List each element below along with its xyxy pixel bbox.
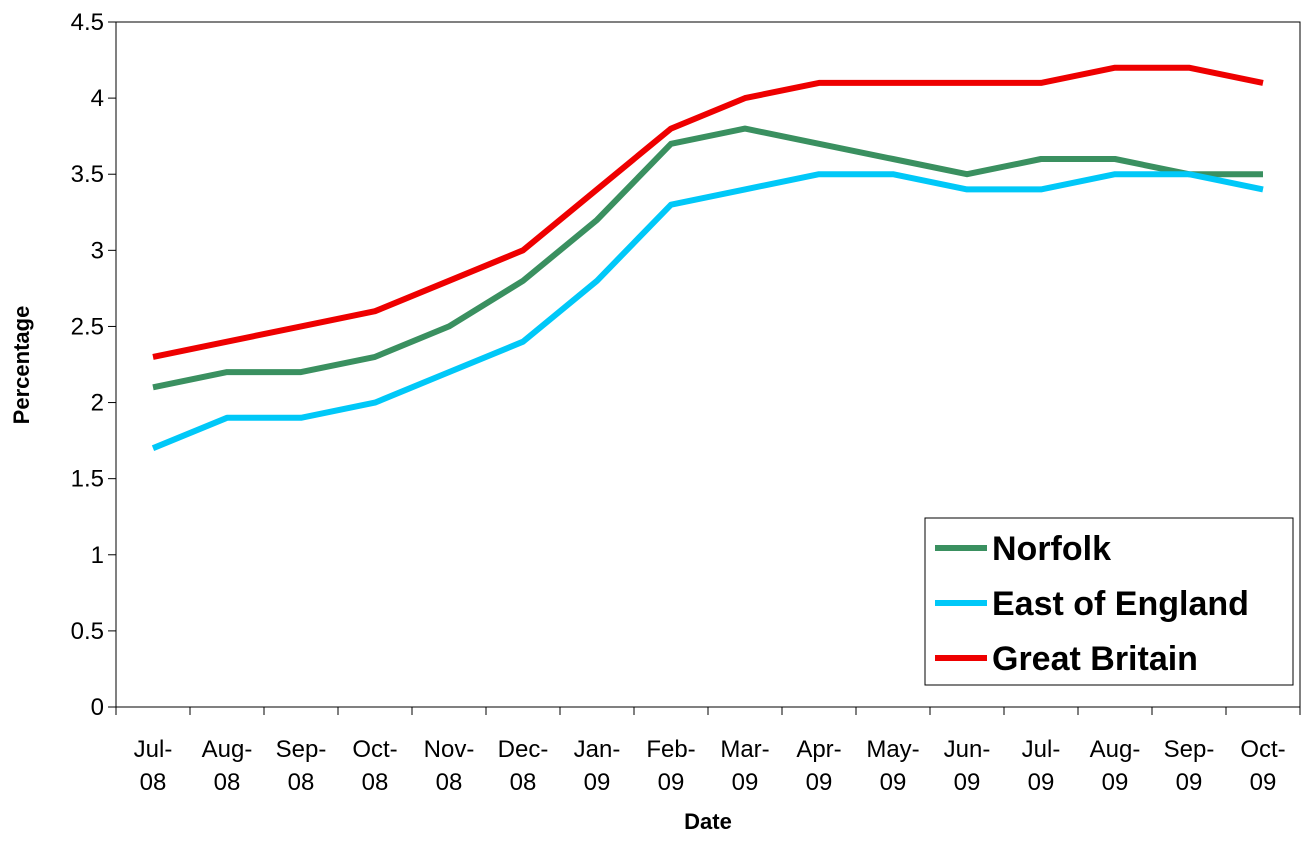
- x-tick-label-line: Oct-: [1240, 736, 1285, 763]
- x-tick-label-line: 08: [436, 769, 463, 796]
- y-tick-label: 4: [91, 85, 104, 112]
- x-tick-label-line: 08: [214, 769, 241, 796]
- x-tick-label-line: Apr-: [796, 736, 841, 763]
- x-tick-label: Sep- 08: [276, 736, 327, 796]
- x-tick-label-line: Sep-: [276, 736, 327, 763]
- y-tick-label: 2: [91, 390, 104, 417]
- x-tick-label-line: 08: [140, 769, 167, 796]
- x-tick-label-line: 08: [288, 769, 315, 796]
- x-tick-label-line: 08: [362, 769, 389, 796]
- x-tick-label: Jul- 08: [134, 736, 173, 796]
- y-tick-label: 2.5: [71, 313, 104, 340]
- series-line-great-britain: [152, 64, 1264, 360]
- series-line-east-of-england: [151, 171, 1264, 451]
- x-tick-label: Jun- 09: [944, 736, 991, 796]
- x-tick-label: Oct- 08: [352, 736, 397, 796]
- y-tick-label: 0.5: [71, 618, 104, 645]
- x-tick-label: Apr- 09: [796, 736, 841, 796]
- x-tick-label-line: Sep-: [1164, 736, 1215, 763]
- x-tick-label-line: Oct-: [352, 736, 397, 763]
- x-tick-label-line: Nov-: [424, 736, 475, 763]
- legend-label: Norfolk: [992, 530, 1111, 568]
- x-tick-label-line: Jun-: [944, 736, 991, 763]
- x-tick-label: Oct- 09: [1240, 736, 1285, 796]
- x-tick-label-line: 09: [1250, 769, 1277, 796]
- x-tick-label: Feb- 09: [646, 736, 695, 796]
- x-tick-label-line: 09: [1102, 769, 1129, 796]
- x-tick-label-line: Aug-: [202, 736, 253, 763]
- y-axis-title: Percentage: [9, 306, 34, 425]
- x-tick-label: May- 09: [866, 736, 919, 796]
- x-tick-label-line: 09: [658, 769, 685, 796]
- legend-label: Great Britain: [992, 640, 1198, 678]
- legend: Norfolk East of England Great Britain: [924, 517, 1294, 686]
- x-tick-label-line: Feb-: [646, 736, 695, 763]
- x-tick-label-line: 09: [584, 769, 611, 796]
- axes: [108, 21, 1301, 715]
- y-tick-label: 4.5: [71, 9, 104, 36]
- x-tick-label: Aug- 08: [202, 736, 253, 796]
- x-tick-label-line: 09: [1176, 769, 1203, 796]
- x-tick-label: Mar- 09: [720, 736, 769, 796]
- y-tick-label: 3.5: [71, 161, 104, 188]
- x-tick-label-line: 09: [880, 769, 907, 796]
- x-tick-label-line: May-: [866, 736, 919, 763]
- x-tick-label-line: Dec-: [498, 736, 549, 763]
- series-lines: [151, 64, 1264, 451]
- x-tick-label-line: 08: [510, 769, 537, 796]
- x-tick-label-line: 09: [732, 769, 759, 796]
- x-tick-label-line: 09: [1028, 769, 1055, 796]
- x-tick-label-line: Jul-: [134, 736, 173, 763]
- y-tick-label: 1.5: [71, 466, 104, 493]
- y-tick-label: 0: [91, 694, 104, 721]
- x-tick-label-line: Aug-: [1090, 736, 1141, 763]
- x-tick-label: Jan- 09: [574, 736, 621, 796]
- x-tick-label-line: 09: [806, 769, 833, 796]
- x-tick-label-line: Jan-: [574, 736, 621, 763]
- x-tick-label: Dec- 08: [498, 736, 549, 796]
- series-line-norfolk: [152, 125, 1263, 391]
- x-tick-label: Nov- 08: [424, 736, 475, 796]
- y-tick-label: 1: [91, 542, 104, 569]
- tick-labels: 00.511.522.533.544.5Jul-08Aug-08Sep-08Oc…: [71, 9, 1286, 796]
- x-tick-label-line: Jul-: [1022, 736, 1061, 763]
- x-axis-title: Date: [684, 809, 732, 834]
- y-tick-label: 3: [91, 237, 104, 264]
- x-tick-label: Sep- 09: [1164, 736, 1215, 796]
- x-tick-label-line: 09: [954, 769, 981, 796]
- legend-label: East of England: [992, 585, 1249, 623]
- x-tick-label: Jul- 09: [1022, 736, 1061, 796]
- x-tick-label: Aug- 09: [1090, 736, 1141, 796]
- x-tick-label-line: Mar-: [720, 736, 769, 763]
